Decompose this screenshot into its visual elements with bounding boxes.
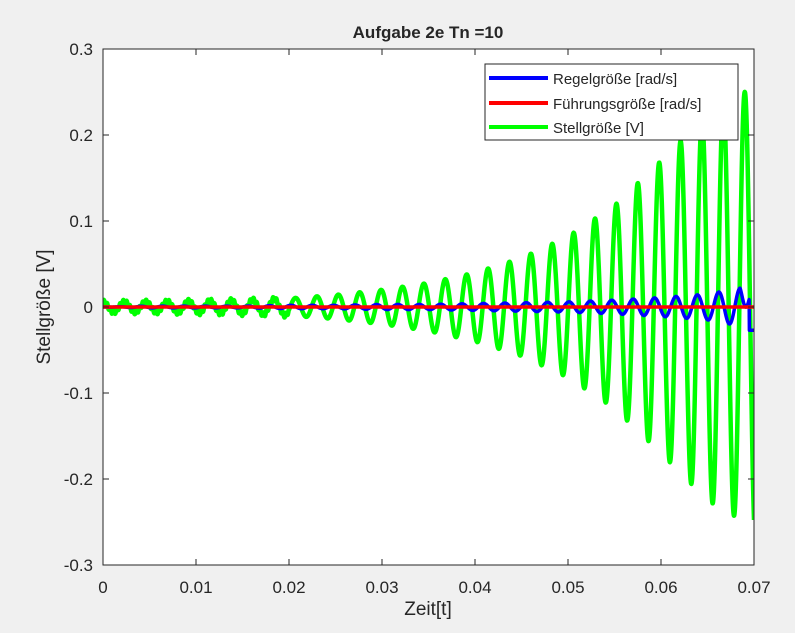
x-tick-label: 0.06 <box>644 578 677 597</box>
legend: Regelgröße [rad/s] Führungsgröße [rad/s]… <box>484 63 739 141</box>
x-tick-label: 0 <box>98 578 107 597</box>
x-tick-label: 0.07 <box>737 578 770 597</box>
y-tick-label: 0.1 <box>69 212 93 231</box>
y-tick-label: 0 <box>84 298 93 317</box>
series-line <box>103 89 754 521</box>
series-layer <box>103 89 754 521</box>
x-tick-label: 0.03 <box>365 578 398 597</box>
x-axis: 0 0.01 0.02 0.03 0.04 0.05 0.06 0.07 <box>98 49 771 597</box>
legend-label-regelgroesse: Regelgröße [rad/s] <box>553 71 677 88</box>
x-axis-label: Zeit[t] <box>404 599 452 620</box>
x-tick-label: 0.01 <box>179 578 212 597</box>
y-axis: -0.3 -0.2 -0.1 0 0.1 0.2 0.3 <box>64 40 754 575</box>
legend-label-fuehrungsgroesse: Führungsgröße [rad/s] <box>553 96 701 113</box>
y-tick-label: -0.3 <box>64 556 93 575</box>
legend-label-stellgroesse: Stellgröße [V] <box>553 120 644 137</box>
x-tick-label: 0.05 <box>551 578 584 597</box>
x-tick-label: 0.02 <box>272 578 305 597</box>
y-tick-label: -0.2 <box>64 470 93 489</box>
y-axis-label: Stellgröße [V] <box>34 249 55 364</box>
x-tick-label: 0.04 <box>458 578 491 597</box>
y-tick-label: 0.2 <box>69 126 93 145</box>
chart-title: Aufgabe 2e Tn =10 <box>353 23 504 42</box>
y-tick-label: 0.3 <box>69 40 93 59</box>
y-tick-label: -0.1 <box>64 384 93 403</box>
